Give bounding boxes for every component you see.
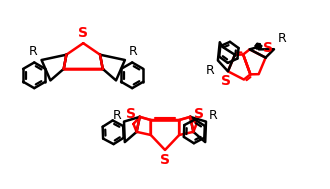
Text: S: S (78, 26, 88, 40)
Text: S: S (126, 107, 137, 121)
Text: R: R (129, 45, 138, 58)
Text: S: S (160, 153, 170, 167)
Text: R: R (112, 109, 121, 122)
Text: S: S (263, 41, 273, 55)
Text: R: R (209, 109, 218, 122)
Text: S: S (221, 74, 231, 88)
Text: S: S (193, 107, 204, 121)
Text: R: R (278, 32, 287, 45)
Text: R: R (29, 45, 38, 58)
Text: R: R (206, 64, 215, 77)
